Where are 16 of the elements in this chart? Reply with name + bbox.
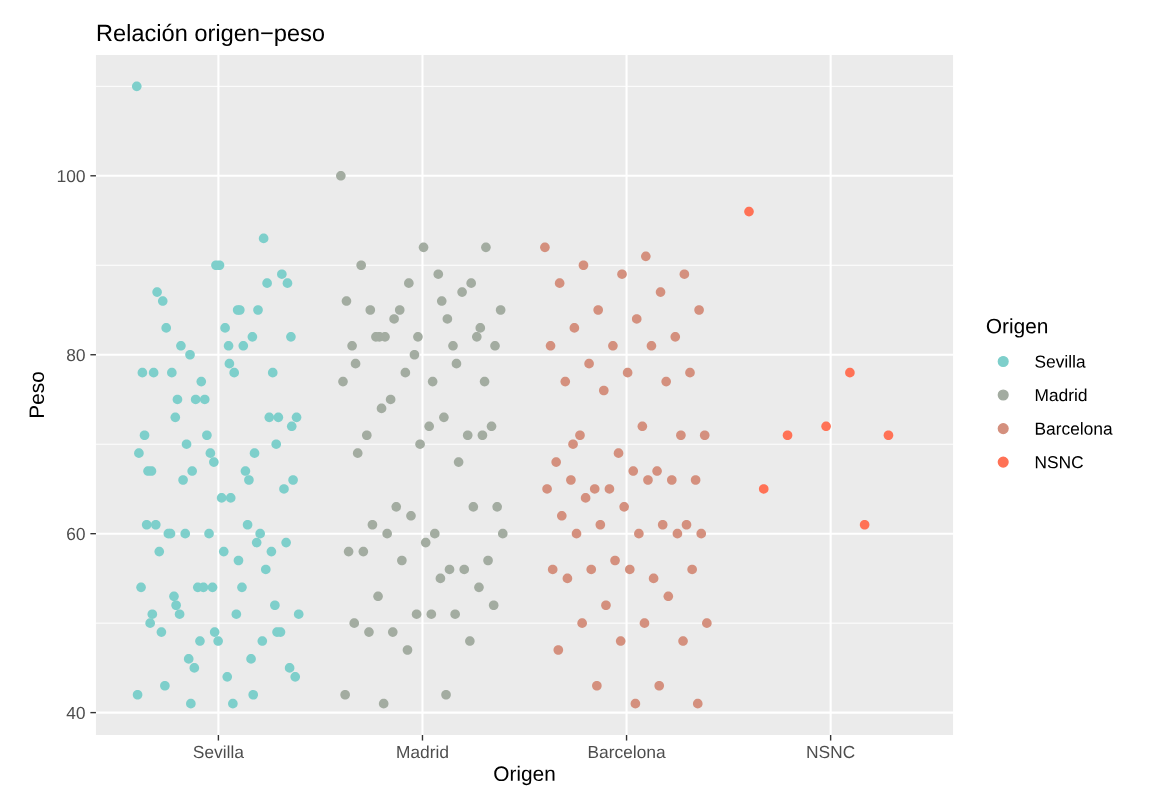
y-tick-label: 60 xyxy=(67,527,85,541)
y-axis-title: Peso xyxy=(29,372,45,418)
y-tick-label: 100 xyxy=(57,169,85,183)
x-tick-label: NSNC xyxy=(807,745,855,759)
x-axis-title: Origen xyxy=(494,765,555,786)
legend-label: Barcelona xyxy=(1035,422,1113,435)
legend-label: Sevilla xyxy=(1035,354,1086,368)
y-tick-label: 40 xyxy=(66,706,85,720)
legend-label: NSNC xyxy=(1035,456,1083,469)
legend-label: Madrid xyxy=(1035,388,1087,402)
chart-title: Relación origen−peso xyxy=(97,23,325,47)
legend-title: Origen xyxy=(986,318,1048,338)
x-tick-label: Madrid xyxy=(397,745,448,759)
x-tick-label: Sevilla xyxy=(193,745,244,759)
x-tick-label: Barcelona xyxy=(588,745,666,759)
y-tick-label: 80 xyxy=(66,348,85,362)
